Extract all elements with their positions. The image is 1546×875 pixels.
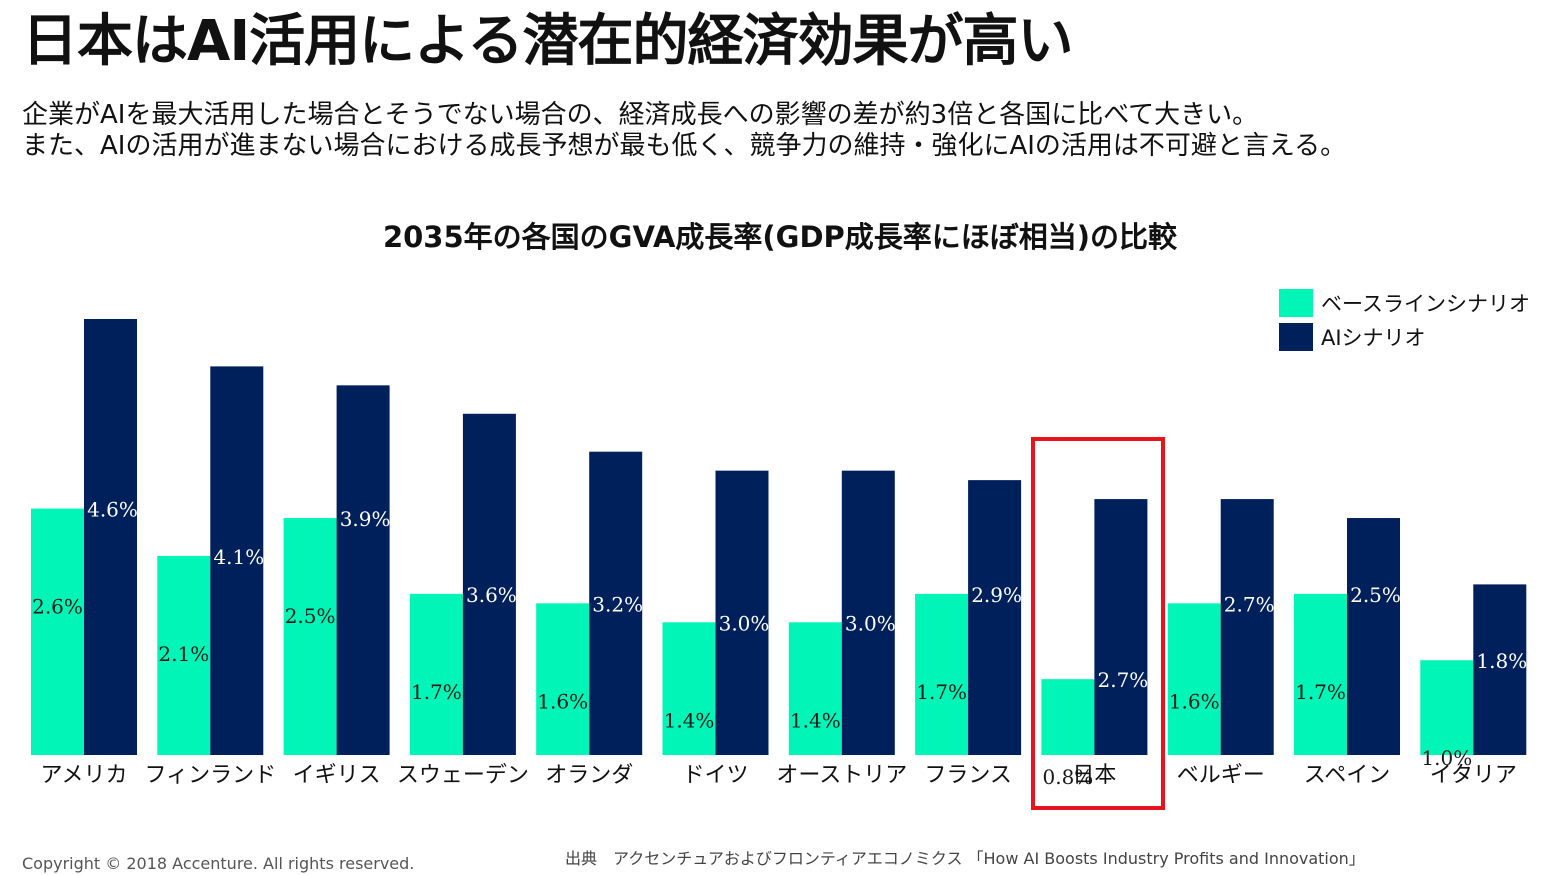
source-citation: 出典 アクセンチュアおよびフロンティアエコノミクス 「How AI Boosts… — [565, 849, 1365, 868]
subtitle-line-1: 企業がAIを最大活用した場合とそうでない場合の、経済成長への影響の差が約3倍と各… — [22, 100, 1259, 130]
category-label-8: 日本 — [1072, 763, 1116, 788]
ai-bar-4 — [589, 451, 643, 755]
ai-label-8: 2.7% — [1097, 668, 1148, 692]
ai-label-1: 4.1% — [213, 545, 264, 569]
category-label-9: ベルギー — [1177, 763, 1265, 788]
ai-label-7: 2.9% — [971, 583, 1022, 607]
baseline-label-6: 1.4% — [790, 708, 841, 732]
legend-swatch-ai — [1279, 323, 1313, 351]
ai-label-6: 3.0% — [845, 611, 896, 635]
baseline-label-5: 1.4% — [664, 708, 715, 732]
slide-subtitle: 企業がAIを最大活用した場合とそうでない場合の、経済成長への影響の差が約3倍と各… — [22, 100, 1346, 162]
ai-bar-7 — [968, 480, 1022, 755]
baseline-label-11: 1.0% — [1421, 746, 1472, 770]
chart-title: 2035年の各国のGVA成長率(GDP成長率にほぼ相当)の比較 — [382, 220, 1178, 254]
ai-label-5: 3.0% — [719, 611, 770, 635]
copyright-notice: Copyright © 2018 Accenture. All rights r… — [22, 854, 415, 873]
ai-bar-1 — [210, 366, 264, 755]
subtitle-line-2: また、AIの活用が進まない場合における成長予想が最も低く、競争力の維持・強化にA… — [22, 131, 1347, 161]
baseline-bar-8 — [1041, 679, 1095, 755]
baseline-label-3: 1.7% — [411, 680, 462, 704]
ai-label-9: 2.7% — [1224, 592, 1275, 616]
category-label-2: イギリス — [293, 763, 381, 788]
legend-item-baseline: ベースラインシナリオ — [1279, 287, 1530, 319]
baseline-bar-3 — [409, 593, 463, 755]
baseline-bar-2 — [283, 518, 337, 755]
ai-bar-8 — [1094, 499, 1148, 755]
baseline-bar-9 — [1167, 603, 1221, 755]
category-label-10: スペイン — [1304, 763, 1390, 788]
baseline-bar-4 — [536, 603, 590, 755]
ai-bar-0 — [84, 319, 137, 755]
category-label-1: フィンランド — [145, 763, 277, 788]
baseline-bar-0 — [31, 508, 84, 755]
ai-label-4: 3.2% — [592, 592, 643, 616]
ai-label-11: 1.8% — [1476, 649, 1527, 673]
baseline-label-2: 2.5% — [285, 604, 336, 628]
legend-item-ai: AIシナリオ — [1279, 321, 1530, 353]
ai-label-10: 2.5% — [1350, 583, 1401, 607]
baseline-label-7: 1.7% — [916, 680, 967, 704]
japan-highlight-box — [1031, 437, 1165, 810]
baseline-bar-5 — [662, 622, 716, 755]
ai-label-3: 3.6% — [466, 583, 517, 607]
category-label-3: スウェーデン — [397, 763, 529, 788]
ai-bar-6 — [841, 470, 895, 755]
category-label-7: フランス — [924, 763, 1012, 788]
chart-legend: ベースラインシナリオ AIシナリオ — [1279, 287, 1530, 355]
ai-bar-10 — [1347, 518, 1400, 755]
category-label-11: イタリア — [1430, 763, 1517, 788]
ai-bar-3 — [462, 413, 516, 755]
category-label-5: ドイツ — [682, 763, 748, 788]
legend-label-ai: AIシナリオ — [1321, 326, 1426, 350]
legend-swatch-baseline — [1279, 289, 1313, 317]
baseline-bar-10 — [1294, 593, 1347, 755]
ai-label-2: 3.9% — [340, 507, 391, 531]
ai-bar-11 — [1473, 584, 1527, 755]
baseline-bar-11 — [1420, 660, 1474, 755]
ai-bar-9 — [1220, 499, 1274, 755]
baseline-label-1: 2.1% — [158, 642, 209, 666]
ai-label-0: 4.6% — [87, 498, 138, 522]
category-label-6: オーストリア — [776, 763, 907, 788]
slide-title: 日本はAI活用による潜在的経済効果が高い — [22, 9, 1073, 74]
baseline-label-4: 1.6% — [537, 689, 588, 713]
category-label-4: オランダ — [545, 763, 633, 788]
baseline-label-8: 0.8% — [1042, 765, 1093, 789]
legend-label-baseline: ベースラインシナリオ — [1321, 292, 1530, 316]
category-label-0: アメリカ — [41, 763, 128, 788]
baseline-label-10: 1.7% — [1295, 680, 1346, 704]
baseline-label-0: 2.6% — [32, 595, 83, 619]
baseline-bar-1 — [157, 555, 211, 755]
ai-bar-2 — [336, 385, 390, 755]
baseline-bar-6 — [788, 622, 842, 755]
ai-bar-5 — [715, 470, 769, 755]
baseline-label-9: 1.6% — [1169, 689, 1220, 713]
baseline-bar-7 — [915, 593, 969, 755]
